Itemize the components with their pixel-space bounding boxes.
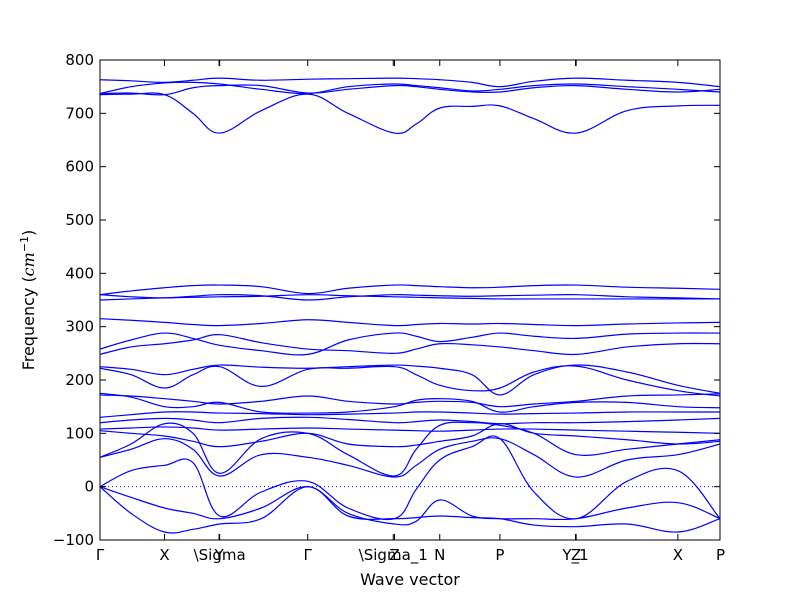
band-line-9	[100, 332, 720, 356]
x-tick-label: X	[673, 546, 683, 564]
band-line-2	[100, 81, 720, 95]
x-tick-label: \Sigma	[194, 546, 246, 564]
y-tick-label: 100	[65, 424, 94, 442]
band-line-4	[100, 92, 720, 135]
x-tick-label: N	[434, 546, 445, 564]
band-line-1	[100, 77, 720, 88]
y-tick-label: 400	[65, 264, 94, 282]
band-line-12	[100, 365, 720, 397]
y-tick-label: 0	[84, 478, 94, 496]
x-tick-label: X	[159, 546, 169, 564]
band-line-18	[100, 423, 720, 448]
y-tick-label: 500	[65, 211, 94, 229]
y-axis-label: Frequency (cm−1)	[18, 230, 39, 371]
y-axis-label-text: Frequency	[19, 288, 38, 371]
band-line-6	[100, 294, 720, 301]
band-line-20	[100, 437, 720, 478]
x-tick-label: Y_1	[561, 546, 588, 565]
band-line-5	[100, 284, 720, 296]
x-tick-label: Z	[571, 546, 581, 564]
x-axis: Γ X Y\Sigma Γ \Sigma_1Z N P Y_1Z X P	[96, 60, 725, 565]
x-tick-label: \Sigma_1	[359, 546, 428, 565]
y-tick-label: −100	[53, 531, 94, 549]
band-line-14	[100, 392, 720, 414]
x-tick-label: Γ	[304, 546, 313, 564]
x-tick-label: P	[495, 546, 504, 564]
series-layer	[100, 77, 720, 534]
x-tick-label: Y	[213, 546, 224, 564]
band-line-21	[100, 435, 720, 521]
band-line-13	[100, 393, 720, 408]
y-tick-label: 800	[65, 51, 94, 69]
y-axis: −100 0 100 200 300 400 500 600 700 800	[53, 51, 720, 549]
x-tick-label: Γ	[96, 546, 105, 564]
y-tick-label: 300	[65, 318, 94, 336]
plot-frame	[99, 59, 721, 541]
y-tick-label: 700	[65, 104, 94, 122]
band-line-3	[100, 84, 720, 96]
y-axis-unit: cm	[19, 252, 38, 276]
band-line-10	[100, 334, 720, 356]
band-line-23	[100, 486, 720, 526]
band-line-22	[100, 486, 720, 534]
band-line-16	[100, 416, 720, 425]
y-tick-label: 600	[65, 158, 94, 176]
band-line-19	[100, 421, 720, 477]
band-line-8	[100, 318, 720, 327]
band-line-11	[100, 364, 720, 396]
y-tick-label: 200	[65, 371, 94, 389]
x-tick-label: P	[716, 546, 725, 564]
y-axis-unit-exponent: −1	[18, 236, 31, 252]
x-axis-label: Wave vector	[360, 570, 460, 589]
x-tick-label: Z	[389, 546, 399, 564]
band-line-7	[100, 294, 720, 301]
band-line-15	[100, 411, 720, 418]
band-line-17	[100, 426, 720, 434]
